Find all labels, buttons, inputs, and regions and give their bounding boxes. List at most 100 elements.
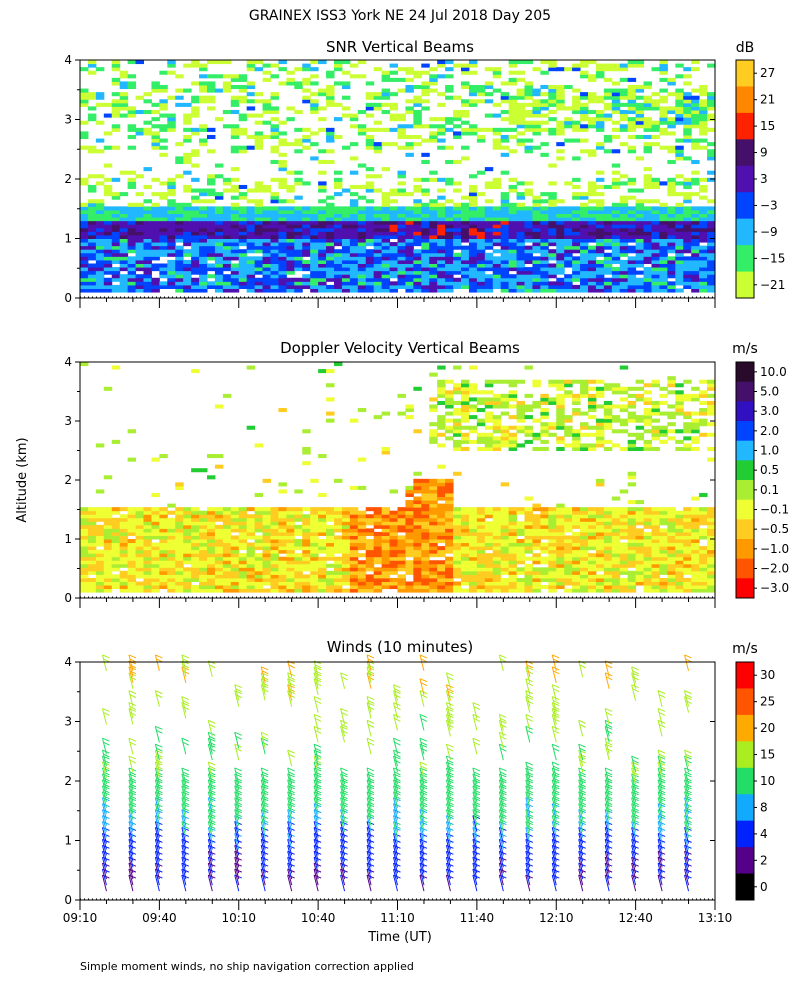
- heatmap-cell: [183, 170, 192, 175]
- heatmap-cell: [286, 588, 295, 593]
- heatmap-cell: [389, 517, 398, 522]
- heatmap-cell: [564, 277, 573, 282]
- heatmap-cell: [468, 528, 478, 533]
- heatmap-cell: [691, 88, 700, 93]
- heatmap-cell: [159, 539, 168, 544]
- heatmap-cell: [159, 127, 168, 132]
- heatmap-cell: [461, 404, 470, 409]
- heatmap-cell: [453, 259, 462, 264]
- heatmap-cell: [349, 563, 359, 568]
- heatmap-cell: [580, 263, 589, 268]
- heatmap-cell: [310, 142, 319, 147]
- heatmap-cell: [103, 553, 113, 558]
- heatmap-cell: [437, 224, 446, 229]
- heatmap-cell: [540, 528, 549, 533]
- heatmap-cell: [334, 213, 343, 218]
- heatmap-cell: [540, 209, 549, 215]
- heatmap-cell: [389, 284, 398, 289]
- heatmap-cell: [167, 581, 176, 586]
- heatmap-cell: [167, 524, 176, 529]
- heatmap-cell: [357, 127, 367, 132]
- heatmap-cell: [532, 535, 541, 540]
- heatmap-cell: [405, 510, 414, 515]
- heatmap-cell: [341, 574, 351, 579]
- heatmap-cell: [445, 267, 454, 272]
- heatmap-cell: [238, 220, 248, 225]
- heatmap-cell: [381, 234, 391, 239]
- heatmap-cell: [461, 238, 470, 243]
- heatmap-cell: [508, 581, 518, 586]
- heatmap-cell: [80, 245, 89, 250]
- heatmap-cell: [707, 209, 716, 215]
- heatmap-cell: [310, 531, 319, 536]
- heatmap-cell: [286, 224, 295, 229]
- heatmap-cell: [437, 288, 446, 293]
- heatmap-cell: [540, 217, 549, 222]
- heatmap-cell: [334, 524, 343, 529]
- heatmap-cell: [151, 510, 160, 515]
- heatmap-cell: [445, 117, 454, 122]
- heatmap-cell: [556, 67, 565, 72]
- heatmap-cell: [548, 397, 557, 402]
- heatmap-cell: [667, 217, 676, 222]
- heatmap-cell: [341, 284, 351, 289]
- heatmap-cell: [405, 77, 414, 82]
- heatmap-cell: [548, 539, 557, 544]
- heatmap-cell: [381, 574, 391, 579]
- heatmap-cell: [453, 242, 462, 247]
- heatmap-cell: [159, 542, 168, 547]
- heatmap-cell: [556, 503, 565, 508]
- heatmap-cell: [389, 192, 398, 197]
- heatmap-cell: [373, 206, 383, 211]
- heatmap-cell: [199, 563, 208, 568]
- heatmap-cell: [151, 281, 160, 286]
- heatmap-cell: [461, 517, 470, 522]
- heatmap-cell: [476, 206, 486, 211]
- heatmap-cell: [413, 113, 422, 118]
- heatmap-cell: [207, 95, 216, 100]
- heatmap-cell: [365, 563, 375, 568]
- heatmap-cell: [595, 588, 605, 593]
- heatmap-cell: [389, 206, 398, 211]
- heatmap-cell: [167, 577, 176, 582]
- heatmap-cell: [667, 145, 676, 150]
- heatmap-cell: [159, 249, 168, 254]
- heatmap-cell: [429, 510, 438, 515]
- heatmap-cell: [429, 202, 438, 207]
- heatmap-cell: [326, 131, 335, 136]
- heatmap-cell: [484, 510, 494, 515]
- heatmap-cell: [580, 277, 589, 282]
- figure-title: GRAINEX ISS3 York NE 24 Jul 2018 Day 205: [249, 8, 551, 24]
- heatmap-cell: [699, 138, 708, 143]
- heatmap-cell: [318, 277, 327, 282]
- heatmap-cell: [373, 234, 383, 239]
- heatmap-cell: [691, 227, 700, 232]
- heatmap-cell: [429, 517, 438, 522]
- heatmap-cell: [199, 81, 208, 86]
- heatmap-cell: [302, 67, 311, 72]
- heatmap-cell: [199, 528, 208, 533]
- heatmap-cell: [167, 117, 176, 122]
- heatmap-cell: [588, 217, 597, 222]
- heatmap-cell: [278, 588, 287, 593]
- heatmap-cell: [222, 74, 232, 79]
- heatmap-cell: [516, 524, 525, 529]
- heatmap-cell: [373, 102, 383, 107]
- heatmap-cell: [691, 242, 700, 247]
- heatmap-cell: [643, 220, 652, 225]
- heatmap-cell: [318, 127, 327, 132]
- heatmap-cell: [588, 120, 597, 125]
- heatmap-cell: [651, 206, 660, 211]
- heatmap-cell: [183, 63, 192, 68]
- heatmap-cell: [254, 184, 264, 190]
- heatmap-cell: [365, 184, 375, 190]
- heatmap-cell: [453, 429, 462, 434]
- heatmap-cell: [127, 507, 137, 512]
- heatmap-cell: [421, 84, 430, 90]
- heatmap-cell: [151, 213, 160, 218]
- heatmap-cell: [143, 224, 152, 229]
- heatmap-cell: [365, 531, 375, 536]
- colorbar-tick-label: −15: [760, 251, 785, 265]
- heatmap-cell: [230, 560, 240, 565]
- heatmap-cell: [103, 224, 113, 229]
